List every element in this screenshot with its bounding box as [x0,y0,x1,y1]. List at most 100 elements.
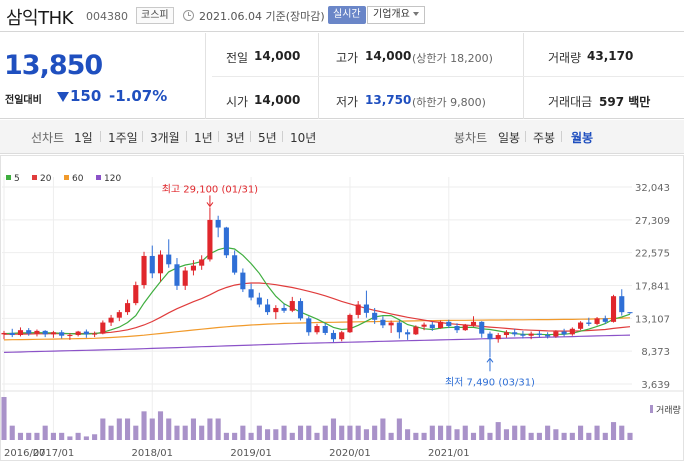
volume-bar [256,425,262,440]
candle-weekly[interactable]: 주봉 [533,131,556,145]
candle-body [306,318,312,333]
open-value: 14,000 [254,93,301,107]
company-overview-button[interactable]: 기업개요 [367,6,425,24]
volume-bar [108,425,114,440]
candle-body [322,326,328,333]
volume-bar [405,429,411,440]
candle-body [232,255,238,273]
volume-bar [495,422,501,440]
candle-body [594,318,600,324]
change-value: 150 [70,87,102,105]
candle-body [578,322,584,329]
period-1y[interactable]: 1년 [194,131,213,145]
volume-bar [602,432,608,440]
candle-body [462,325,468,331]
candle-body [166,254,172,265]
divider [218,131,219,142]
x-tick-label: 2020/01 [329,448,371,459]
volume-value: 43,170 [587,49,634,63]
y-tick-label: 32,043 [635,183,670,194]
volume-bar [223,432,229,440]
volume-bar [322,425,328,440]
candle-body [182,270,188,286]
candle-body [1,332,7,335]
volume-bar [462,425,468,440]
volume-bar [363,429,369,440]
volume-bar [454,429,460,440]
candle-body [26,330,32,334]
candle-body [42,330,48,335]
volume-bar [578,425,584,440]
divider [282,131,283,142]
candle-body [380,319,386,326]
candle-body [602,318,608,322]
line-chart-label: 선차트 [31,131,65,145]
volume-label: 거래량 [548,51,582,65]
change-label: 전일대비 [5,95,42,106]
candle-monthly[interactable]: 월봉 [571,131,594,145]
market-badge: 코스피 [136,7,174,24]
current-price: 13,850 [4,50,103,81]
upper-limit: (상한가 18,200) [412,52,493,65]
prev-close-label: 전일 [226,51,249,65]
volume-bar [339,425,345,440]
volume-bar [141,411,147,440]
volume-bar [190,418,197,440]
period-1d[interactable]: 1일 [74,131,93,145]
candle-body [372,312,378,320]
period-3m[interactable]: 3개월 [150,131,180,145]
candle-body [149,255,155,274]
candle-chart-label: 봉차트 [454,131,488,145]
volume-bar [124,418,131,440]
volume-bar [437,425,444,440]
volume-bar [330,418,337,440]
candle-body [50,332,56,335]
volume-bar [281,425,287,440]
price-summary: 13,850 전일대비 150 -1.07% 전일 14,000 고가 14,0… [0,33,684,119]
candle-body [619,296,625,313]
volume-bar [75,432,81,440]
y-tick-label: 8,373 [641,347,670,358]
volume-bar [207,418,213,440]
period-5y[interactable]: 5년 [258,131,277,145]
candle-body [265,304,271,313]
volume-bar [92,434,98,440]
candle-body [157,254,164,274]
y-tick-label: 27,309 [635,216,670,227]
candle-body [437,321,444,329]
low-value: 13,750 [365,93,412,107]
candle-body [108,317,114,323]
candle-body [610,296,617,322]
candle-body [495,335,501,340]
lower-limit: (하한가 9,800) [412,96,486,109]
legend-label: 5 [14,174,20,184]
clock-icon [183,10,194,21]
chart-frame [0,155,684,461]
candle-body [339,332,345,340]
candle-body [141,255,147,286]
candle-daily[interactable]: 일봉 [498,131,521,145]
candle-body [248,289,254,298]
y-tick-label: 22,575 [635,249,670,260]
period-3y[interactable]: 3년 [226,131,245,145]
divider [100,131,101,142]
legend-label: 60 [72,174,84,184]
divider [561,131,562,142]
volume-bar [116,418,122,440]
volume-bar [347,425,353,440]
candle-body [528,333,534,336]
candle-body [190,265,197,271]
candle-body [59,332,65,336]
period-10y[interactable]: 10년 [290,131,317,145]
stock-chart[interactable]: 32,043 27,309 22,575 17,841 13,107 8,373 3,639… [0,155,684,468]
x-tick-label: 2016/07 [4,448,46,459]
volume-bar [157,411,164,440]
realtime-button[interactable]: 실시간 [328,6,366,24]
period-1w[interactable]: 1주일 [108,131,138,145]
legend-swatch [32,175,37,180]
chart-svg[interactable]: 32,043 27,309 22,575 17,841 13,107 8,373 3,639… [0,155,684,468]
volume-bar [1,397,7,440]
y-tick-label: 17,841 [635,282,670,293]
volume-bar [149,418,155,440]
candle-body [83,331,89,335]
